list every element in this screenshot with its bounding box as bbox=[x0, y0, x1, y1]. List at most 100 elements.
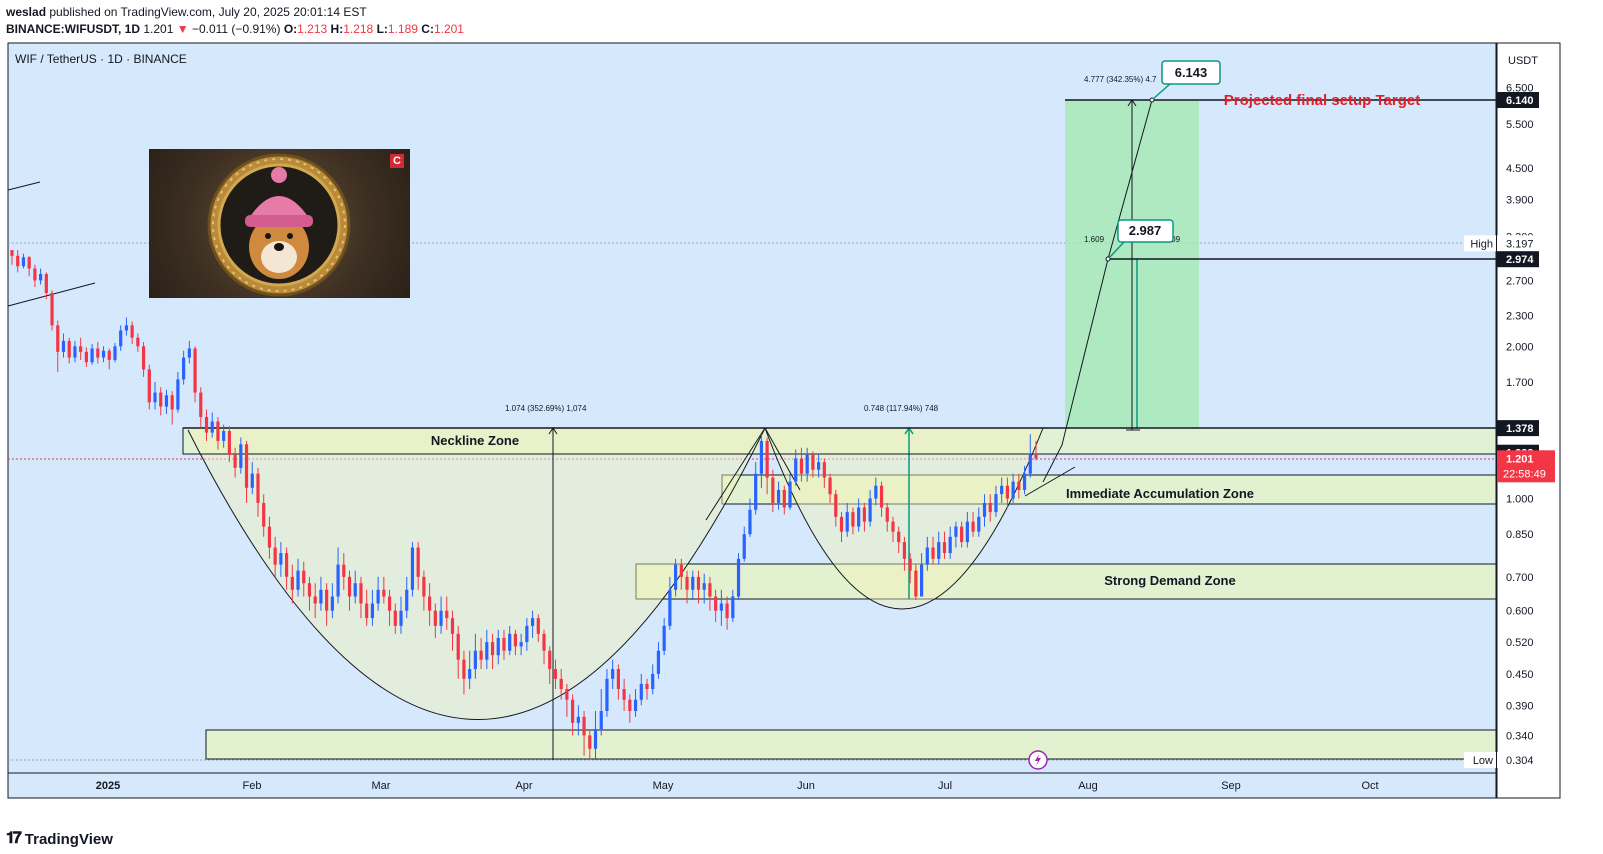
candle-body[interactable] bbox=[204, 416, 209, 433]
candle-body[interactable] bbox=[250, 473, 254, 488]
candle-body[interactable] bbox=[107, 350, 111, 360]
candles-group[interactable] bbox=[10, 250, 1038, 760]
candle-body[interactable] bbox=[342, 564, 346, 577]
candle-body[interactable] bbox=[696, 576, 701, 590]
candle-body[interactable] bbox=[731, 596, 735, 619]
candle-body[interactable] bbox=[662, 625, 666, 651]
candle-body[interactable] bbox=[1028, 454, 1032, 474]
candle-body[interactable] bbox=[422, 576, 426, 597]
candle-body[interactable] bbox=[553, 669, 558, 679]
candle-body[interactable] bbox=[136, 337, 140, 347]
candle-body[interactable] bbox=[296, 570, 300, 590]
candle-body[interactable] bbox=[525, 625, 529, 643]
candle-body[interactable] bbox=[988, 502, 992, 513]
candle-body[interactable] bbox=[508, 633, 512, 651]
candle-body[interactable] bbox=[101, 350, 106, 358]
candle-body[interactable] bbox=[776, 489, 781, 503]
candle-body[interactable] bbox=[725, 603, 729, 619]
candle-body[interactable] bbox=[599, 710, 603, 730]
candle-body[interactable] bbox=[405, 589, 409, 611]
candle-body[interactable] bbox=[857, 507, 861, 527]
candle-body[interactable] bbox=[290, 576, 294, 590]
candle-body[interactable] bbox=[496, 637, 500, 656]
candle-body[interactable] bbox=[490, 642, 495, 656]
bottom-support-zone[interactable] bbox=[205, 729, 1497, 760]
candle-body[interactable] bbox=[845, 512, 849, 532]
candle-body[interactable] bbox=[742, 534, 746, 559]
candle-body[interactable] bbox=[468, 669, 472, 679]
candle-body[interactable] bbox=[153, 392, 157, 403]
candle-body[interactable] bbox=[244, 444, 249, 488]
target-callout-2987[interactable] bbox=[1117, 219, 1174, 243]
candle-body[interactable] bbox=[960, 526, 964, 543]
candle-body[interactable] bbox=[868, 498, 872, 522]
neckline-zone[interactable] bbox=[182, 427, 1497, 455]
candle-body[interactable] bbox=[942, 542, 947, 554]
candle-body[interactable] bbox=[931, 547, 935, 559]
candle-body[interactable] bbox=[971, 521, 975, 532]
candle-body[interactable] bbox=[456, 633, 460, 660]
candle-body[interactable] bbox=[771, 477, 775, 503]
candle-body[interactable] bbox=[159, 392, 163, 407]
candle-body[interactable] bbox=[925, 547, 929, 565]
candle-body[interactable] bbox=[365, 603, 369, 619]
candle-body[interactable] bbox=[828, 477, 832, 495]
candle-body[interactable] bbox=[633, 699, 638, 711]
candle-body[interactable] bbox=[639, 683, 643, 700]
candle-body[interactable] bbox=[302, 570, 306, 584]
candle-body[interactable] bbox=[714, 596, 718, 611]
candle-body[interactable] bbox=[874, 485, 878, 499]
candle-body[interactable] bbox=[67, 340, 71, 358]
candle-body[interactable] bbox=[593, 729, 598, 749]
candle-body[interactable] bbox=[559, 678, 563, 690]
candle-body[interactable] bbox=[330, 596, 334, 611]
candle-body[interactable] bbox=[33, 268, 37, 281]
candle-body[interactable] bbox=[765, 440, 769, 478]
candle-body[interactable] bbox=[130, 325, 134, 338]
candle-body[interactable] bbox=[788, 481, 792, 508]
candle-body[interactable] bbox=[256, 473, 260, 503]
candle-body[interactable] bbox=[399, 610, 403, 626]
candle-body[interactable] bbox=[325, 589, 329, 611]
candle-body[interactable] bbox=[313, 596, 317, 604]
candle-body[interactable] bbox=[616, 669, 620, 690]
candle-body[interactable] bbox=[576, 716, 580, 723]
candle-body[interactable] bbox=[96, 348, 100, 358]
candle-body[interactable] bbox=[124, 325, 129, 331]
candle-body[interactable] bbox=[147, 369, 151, 403]
candle-body[interactable] bbox=[719, 603, 723, 611]
candle-body[interactable] bbox=[479, 650, 483, 660]
candle-body[interactable] bbox=[582, 716, 586, 736]
candle-body[interactable] bbox=[782, 489, 786, 508]
candle-body[interactable] bbox=[668, 589, 672, 626]
trendline-upper[interactable] bbox=[7, 181, 41, 191]
candle-body[interactable] bbox=[897, 531, 901, 543]
candle-body[interactable] bbox=[21, 257, 26, 267]
candle-body[interactable] bbox=[239, 444, 243, 468]
price-tag[interactable] bbox=[1497, 251, 1539, 268]
candle-body[interactable] bbox=[439, 610, 443, 626]
candle-body[interactable] bbox=[834, 494, 838, 517]
candle-body[interactable] bbox=[1034, 454, 1038, 459]
candle-body[interactable] bbox=[216, 421, 220, 441]
candle-body[interactable] bbox=[605, 678, 609, 711]
candle-body[interactable] bbox=[994, 494, 998, 513]
candle-body[interactable] bbox=[965, 521, 969, 543]
candle-body[interactable] bbox=[685, 576, 689, 590]
candle-body[interactable] bbox=[27, 257, 31, 269]
candle-body[interactable] bbox=[885, 507, 889, 522]
candle-body[interactable] bbox=[336, 564, 340, 597]
candle-body[interactable] bbox=[759, 440, 764, 474]
candle-body[interactable] bbox=[267, 526, 272, 548]
candle-body[interactable] bbox=[347, 576, 352, 597]
candle-body[interactable] bbox=[937, 542, 941, 559]
candle-body[interactable] bbox=[462, 659, 466, 679]
price-tag[interactable] bbox=[1497, 752, 1539, 768]
candle-body[interactable] bbox=[61, 340, 66, 352]
candle-body[interactable] bbox=[119, 330, 123, 347]
candle-body[interactable] bbox=[16, 255, 20, 267]
candle-body[interactable] bbox=[817, 462, 821, 470]
currency-label[interactable]: USDT bbox=[1508, 55, 1538, 67]
candle-body[interactable] bbox=[176, 379, 180, 410]
